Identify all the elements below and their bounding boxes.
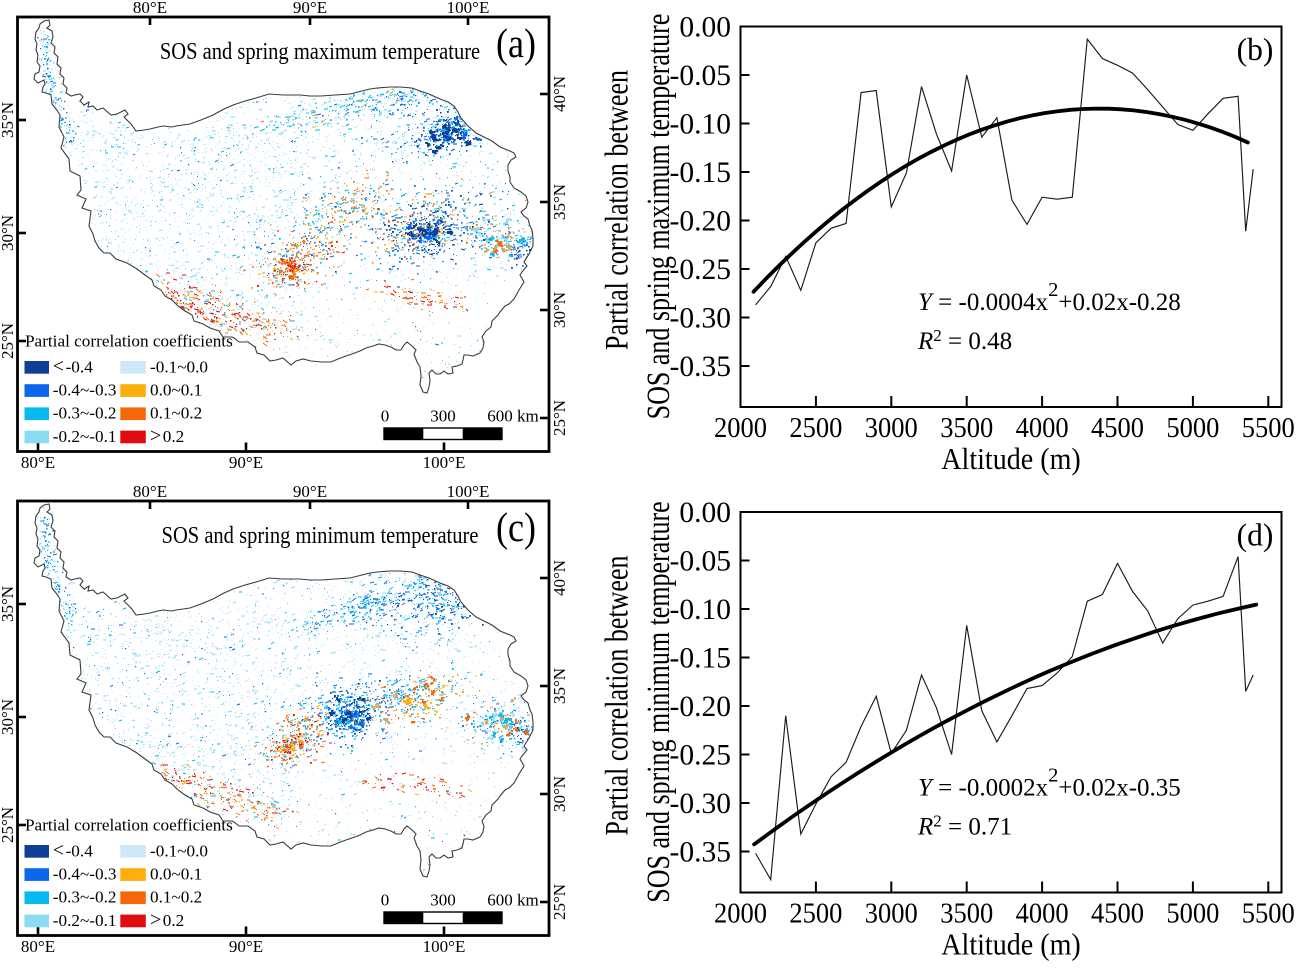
svg-text:-0.05: -0.05 xyxy=(670,546,731,578)
svg-text:3000: 3000 xyxy=(865,411,918,443)
svg-text:-0.2~-0.1: -0.2~-0.1 xyxy=(53,911,117,930)
svg-text:80°E: 80°E xyxy=(133,482,167,501)
svg-text:3500: 3500 xyxy=(940,411,993,443)
svg-text:90°E: 90°E xyxy=(293,482,327,501)
svg-text:2000: 2000 xyxy=(714,897,767,929)
svg-text:-0.25: -0.25 xyxy=(670,254,731,286)
svg-text:Y = -0.0004x2+0.02x-0.28: Y = -0.0004x2+0.02x-0.28 xyxy=(918,279,1181,316)
svg-text:2500: 2500 xyxy=(789,411,842,443)
svg-text:80°E: 80°E xyxy=(21,937,55,956)
svg-text:2500: 2500 xyxy=(789,897,842,929)
svg-text:<-0.4: <-0.4 xyxy=(53,355,93,377)
svg-text:4000: 4000 xyxy=(1016,897,1069,929)
svg-text:0.00: 0.00 xyxy=(679,12,731,44)
svg-text:-0.30: -0.30 xyxy=(670,303,731,335)
svg-text:-0.20: -0.20 xyxy=(670,691,731,723)
svg-text:40°N: 40°N xyxy=(550,76,569,112)
svg-text:100°E: 100°E xyxy=(423,937,466,956)
svg-text:30°N: 30°N xyxy=(550,292,569,328)
svg-text:(d): (d) xyxy=(1237,518,1274,553)
svg-text:80°E: 80°E xyxy=(21,453,55,472)
svg-text:25°N: 25°N xyxy=(0,807,17,843)
svg-text:R2 = 0.71: R2 = 0.71 xyxy=(917,812,1012,841)
svg-text:300: 300 xyxy=(430,891,456,910)
svg-text:-0.20: -0.20 xyxy=(670,206,731,238)
svg-text:600 km: 600 km xyxy=(487,407,538,426)
svg-text:35°N: 35°N xyxy=(0,586,17,622)
svg-text:-0.4~-0.3: -0.4~-0.3 xyxy=(53,865,117,884)
svg-text:30°N: 30°N xyxy=(0,215,17,251)
svg-text:4500: 4500 xyxy=(1091,411,1144,443)
svg-text:5000: 5000 xyxy=(1166,411,1219,443)
svg-text:-0.15: -0.15 xyxy=(670,157,731,189)
svg-text:35°N: 35°N xyxy=(0,102,17,138)
svg-text:5500: 5500 xyxy=(1242,897,1295,929)
svg-text:5500: 5500 xyxy=(1242,411,1295,443)
svg-text:>0.2: >0.2 xyxy=(150,425,184,447)
svg-text:SOS and spring minimum tempera: SOS and spring minimum temperature xyxy=(162,521,479,548)
svg-text:-0.35: -0.35 xyxy=(670,837,731,869)
svg-text:-0.30: -0.30 xyxy=(670,788,731,820)
svg-text:0: 0 xyxy=(381,891,390,910)
svg-text:Partial correlation coefficien: Partial correlation coefficients xyxy=(25,816,233,835)
svg-text:-0.10: -0.10 xyxy=(670,594,731,626)
svg-text:25°N: 25°N xyxy=(550,884,569,920)
svg-text:-0.35: -0.35 xyxy=(670,351,731,383)
svg-text:80°E: 80°E xyxy=(133,0,167,17)
svg-text:0: 0 xyxy=(381,407,390,426)
svg-text:Partial correlation coefficien: Partial correlation coefficients xyxy=(25,332,233,351)
svg-text:(c): (c) xyxy=(496,506,536,551)
svg-text:100°E: 100°E xyxy=(447,0,490,17)
svg-text:-0.3~-0.2: -0.3~-0.2 xyxy=(53,888,117,907)
svg-text:90°E: 90°E xyxy=(229,453,263,472)
svg-text:-0.15: -0.15 xyxy=(670,643,731,675)
svg-text:-0.05: -0.05 xyxy=(670,60,731,92)
svg-text:600 km: 600 km xyxy=(487,891,538,910)
svg-text:-0.1~0.0: -0.1~0.0 xyxy=(150,357,208,376)
svg-text:Partial correlation between: Partial correlation between xyxy=(600,555,635,835)
svg-text:0.1~0.2: 0.1~0.2 xyxy=(150,888,202,907)
svg-text:0.00: 0.00 xyxy=(679,497,731,529)
svg-text:Partial correlation between: Partial correlation between xyxy=(600,70,635,350)
svg-text:35°N: 35°N xyxy=(550,668,569,704)
svg-text:0.0~0.1: 0.0~0.1 xyxy=(150,381,202,400)
svg-text:0.1~0.2: 0.1~0.2 xyxy=(150,404,202,423)
svg-text:R2 = 0.48: R2 = 0.48 xyxy=(917,326,1012,355)
svg-text:-0.3~-0.2: -0.3~-0.2 xyxy=(53,404,117,423)
svg-text:(a): (a) xyxy=(496,22,536,67)
svg-text:SOS and spring minimum tempera: SOS and spring minimum temperature xyxy=(641,501,676,902)
svg-text:90°E: 90°E xyxy=(229,937,263,956)
svg-text:5000: 5000 xyxy=(1166,897,1219,929)
svg-text:30°N: 30°N xyxy=(550,776,569,812)
svg-text:SOS and spring maximum tempera: SOS and spring maximum temperature xyxy=(160,37,480,64)
svg-text:(b): (b) xyxy=(1237,32,1274,67)
svg-text:>0.2: >0.2 xyxy=(150,909,184,931)
svg-text:90°E: 90°E xyxy=(293,0,327,17)
svg-text:25°N: 25°N xyxy=(550,400,569,436)
svg-text:-0.2~-0.1: -0.2~-0.1 xyxy=(53,427,117,446)
svg-text:3000: 3000 xyxy=(865,897,918,929)
svg-text:40°N: 40°N xyxy=(550,560,569,596)
svg-text:35°N: 35°N xyxy=(550,184,569,220)
svg-text:Y = -0.0002x2+0.02x-0.35: Y = -0.0002x2+0.02x-0.35 xyxy=(918,765,1181,802)
svg-text:4500: 4500 xyxy=(1091,897,1144,929)
svg-text:100°E: 100°E xyxy=(447,482,490,501)
svg-text:0.0~0.1: 0.0~0.1 xyxy=(150,865,202,884)
svg-text:4000: 4000 xyxy=(1016,411,1069,443)
svg-text:30°N: 30°N xyxy=(0,699,17,735)
svg-text:-0.25: -0.25 xyxy=(670,740,731,772)
svg-text:300: 300 xyxy=(430,407,456,426)
svg-text:-0.10: -0.10 xyxy=(670,109,731,141)
svg-text:SOS and spring maximum tempera: SOS and spring maximum temperature xyxy=(641,14,676,420)
svg-text:-0.1~0.0: -0.1~0.0 xyxy=(150,841,208,860)
svg-text:Altitude (m): Altitude (m) xyxy=(941,928,1080,961)
svg-text:25°N: 25°N xyxy=(0,323,17,359)
svg-text:100°E: 100°E xyxy=(423,453,466,472)
svg-text:3500: 3500 xyxy=(940,897,993,929)
svg-text:2000: 2000 xyxy=(714,411,767,443)
svg-text:<-0.4: <-0.4 xyxy=(53,839,93,861)
svg-text:Altitude (m): Altitude (m) xyxy=(941,443,1080,476)
svg-text:-0.4~-0.3: -0.4~-0.3 xyxy=(53,381,117,400)
